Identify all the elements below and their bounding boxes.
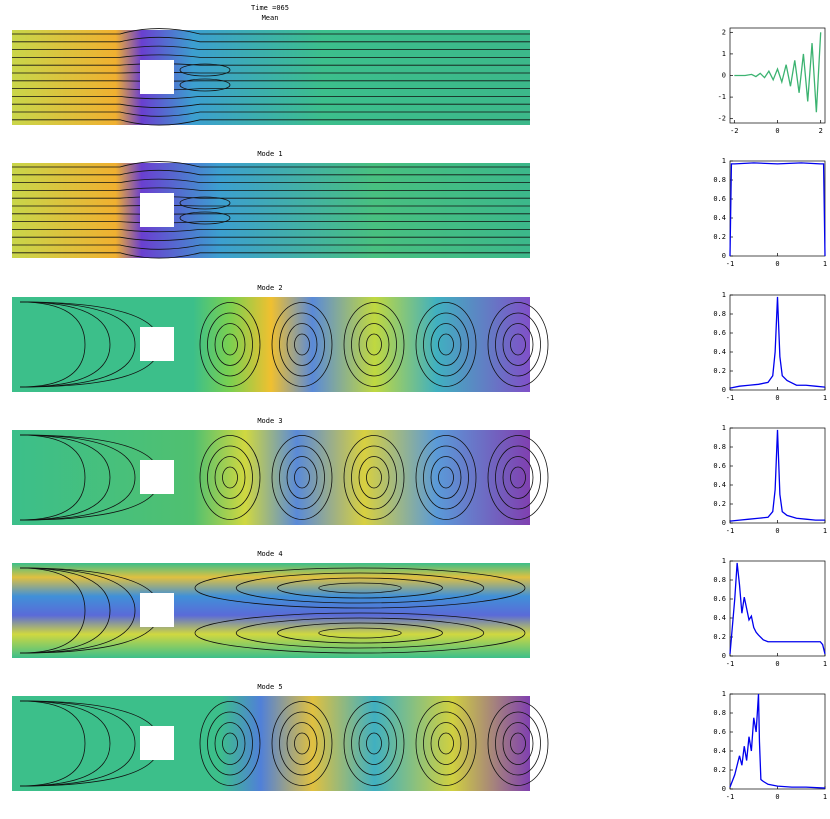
- field-title: Mode 4: [257, 550, 282, 558]
- data-line: [730, 694, 825, 788]
- data-line: [730, 297, 825, 388]
- obstacle: [140, 593, 174, 627]
- y-tick-label: 0.4: [713, 348, 726, 356]
- x-tick-label: -2: [730, 127, 738, 135]
- y-tick-label: 0: [722, 785, 726, 793]
- y-tick-label: 0.2: [713, 633, 726, 641]
- x-tick-label: 0: [775, 660, 779, 668]
- x-tick-label: 0: [775, 527, 779, 535]
- y-tick-label: 1: [722, 291, 726, 299]
- x-tick-label: 0: [775, 793, 779, 801]
- x-tick-label: 1: [823, 660, 827, 668]
- y-tick-label: 1: [722, 424, 726, 432]
- x-tick-label: -1: [726, 394, 734, 402]
- y-tick-label: 0.6: [713, 195, 726, 203]
- x-tick-label: 0: [775, 127, 779, 135]
- data-line: [730, 563, 825, 654]
- time-label: Time =065: [251, 4, 289, 12]
- y-tick-label: 0.2: [713, 500, 726, 508]
- field: [12, 297, 530, 392]
- y-tick-label: 0.2: [713, 766, 726, 774]
- y-tick-label: 0.8: [713, 176, 726, 184]
- y-tick-label: 0.2: [713, 233, 726, 241]
- field: [12, 430, 530, 525]
- y-tick-label: 0: [722, 72, 726, 80]
- y-tick-label: 0.6: [713, 728, 726, 736]
- field-title: Mean: [262, 14, 279, 22]
- y-tick-label: 0.8: [713, 310, 726, 318]
- y-tick-label: 0.4: [713, 614, 726, 622]
- x-tick-label: 0: [775, 260, 779, 268]
- field: [12, 696, 530, 791]
- x-tick-label: 2: [819, 127, 823, 135]
- y-tick-label: 0: [722, 652, 726, 660]
- field-title: Mode 5: [257, 683, 282, 691]
- obstacle: [140, 60, 174, 94]
- y-tick-label: 0.8: [713, 709, 726, 717]
- y-tick-label: 0.4: [713, 214, 726, 222]
- y-tick-label: 0.8: [713, 576, 726, 584]
- y-tick-label: 0: [722, 519, 726, 527]
- obstacle: [140, 193, 174, 227]
- y-tick-label: 0: [722, 386, 726, 394]
- obstacle: [140, 327, 174, 361]
- y-tick-label: 1: [722, 557, 726, 565]
- plot-frame: [730, 694, 825, 789]
- obstacle: [140, 460, 174, 494]
- y-tick-label: 1: [722, 50, 726, 58]
- x-tick-label: -1: [726, 793, 734, 801]
- y-tick-label: 0: [722, 252, 726, 260]
- y-tick-label: 1: [722, 690, 726, 698]
- y-tick-label: 1: [722, 157, 726, 165]
- field: [12, 163, 530, 258]
- y-tick-label: 0.4: [713, 747, 726, 755]
- field-title: Mode 1: [257, 150, 282, 158]
- y-tick-label: 0.6: [713, 595, 726, 603]
- y-tick-label: 0.6: [713, 329, 726, 337]
- y-tick-label: -2: [718, 115, 726, 123]
- x-tick-label: -1: [726, 527, 734, 535]
- field-title: Mode 3: [257, 417, 282, 425]
- data-line: [730, 163, 825, 256]
- y-tick-label: 0.4: [713, 481, 726, 489]
- y-tick-label: 0.2: [713, 367, 726, 375]
- x-tick-label: 1: [823, 394, 827, 402]
- field: [12, 30, 530, 125]
- data-line: [734, 32, 820, 112]
- y-tick-label: -1: [718, 93, 726, 101]
- data-line: [730, 430, 825, 521]
- x-tick-label: -1: [726, 260, 734, 268]
- plot-frame: [730, 161, 825, 256]
- x-tick-label: 1: [823, 793, 827, 801]
- y-tick-label: 2: [722, 28, 726, 36]
- x-tick-label: 0: [775, 394, 779, 402]
- x-tick-label: 1: [823, 260, 827, 268]
- obstacle: [140, 726, 174, 760]
- x-tick-label: -1: [726, 660, 734, 668]
- x-tick-label: 1: [823, 527, 827, 535]
- y-tick-label: 0.8: [713, 443, 726, 451]
- y-tick-label: 0.6: [713, 462, 726, 470]
- field-title: Mode 2: [257, 284, 282, 292]
